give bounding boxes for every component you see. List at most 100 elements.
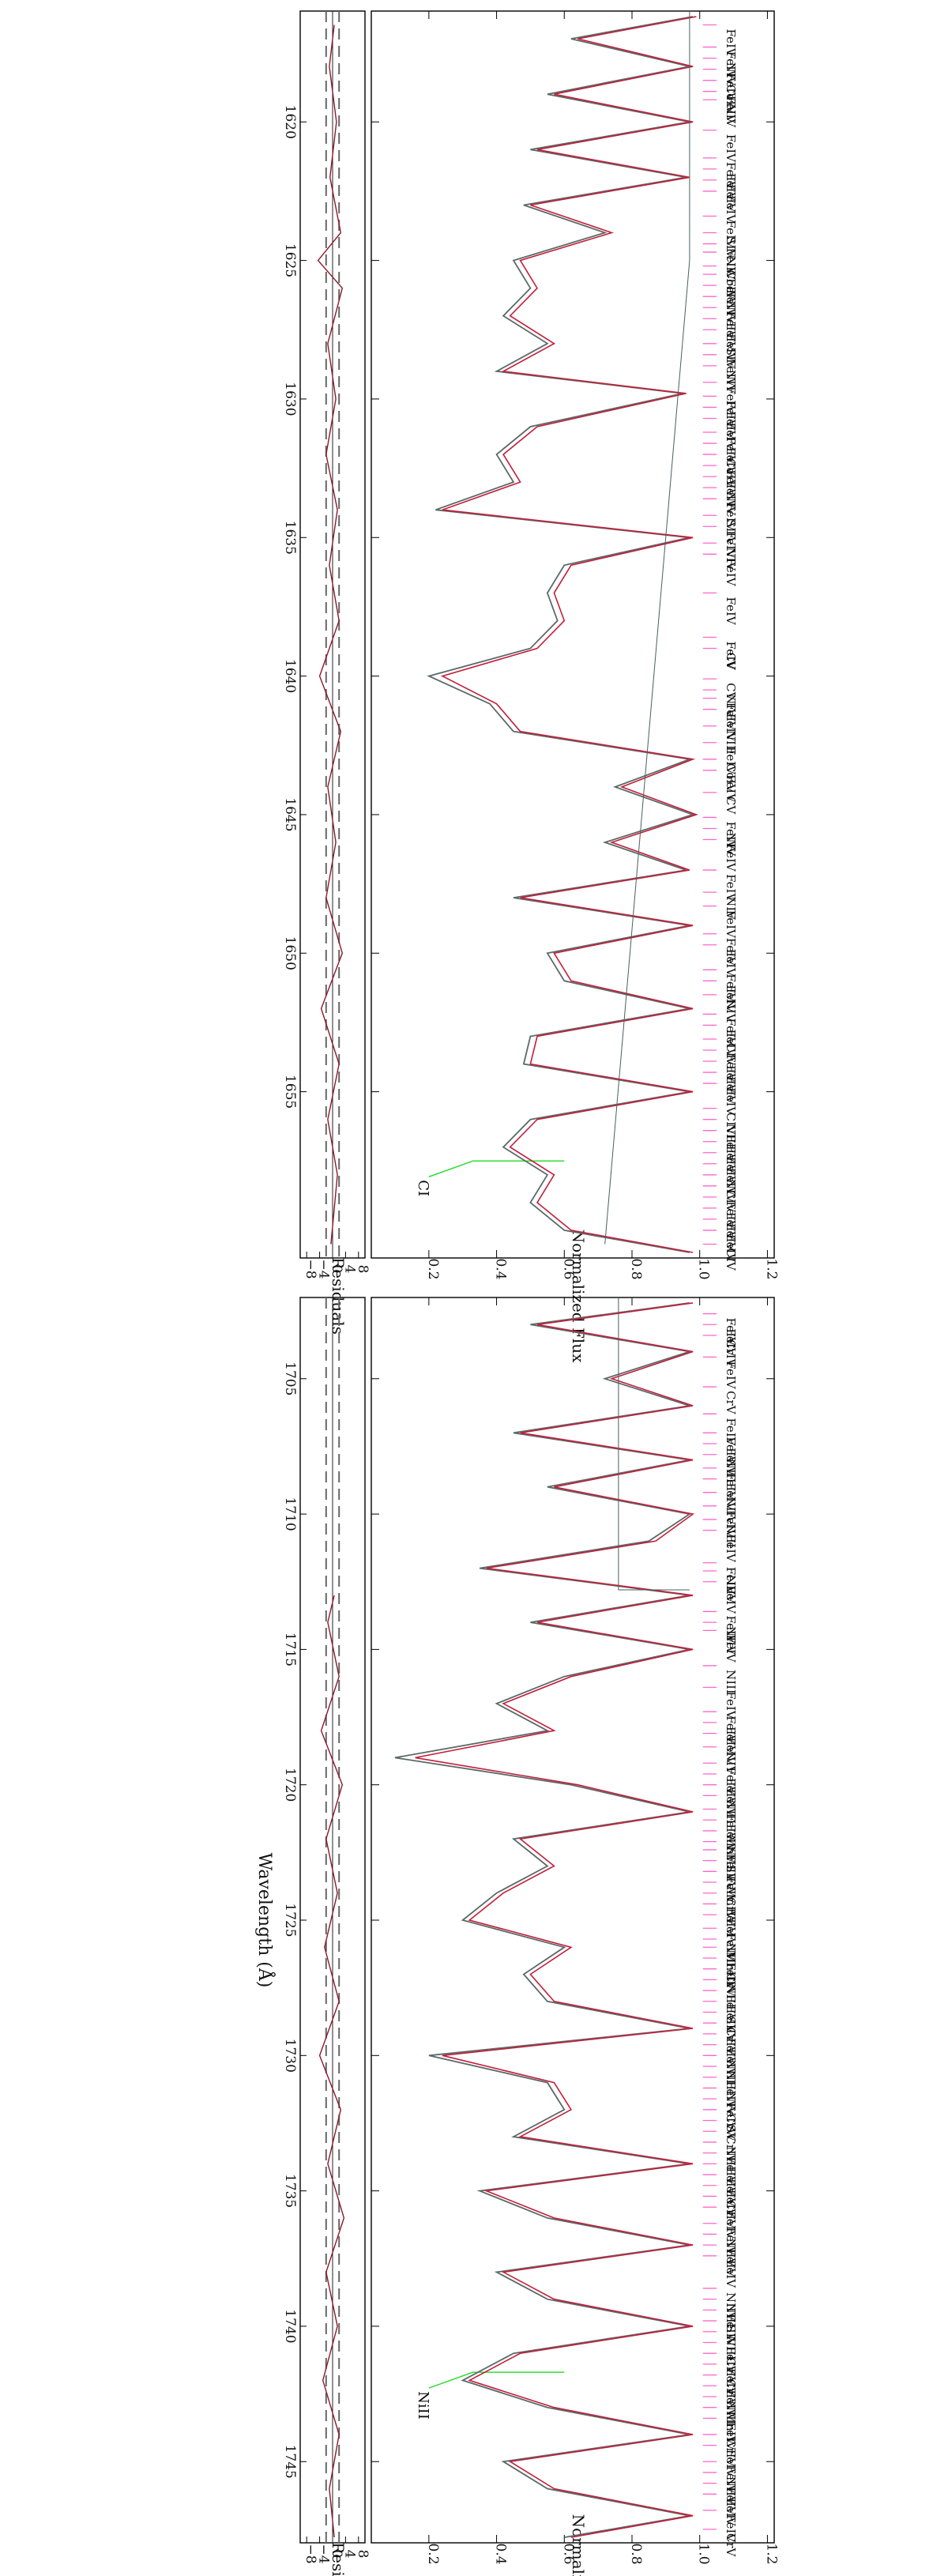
lower-line-id-label: NIIV (724, 1497, 738, 1526)
upper-flux-tick-label: 1.0 (696, 1258, 712, 1279)
lower-line-id-label: FeIV (724, 2487, 738, 2516)
lower-line-id-label: NIII (724, 2303, 738, 2328)
lower-line-id-label: FeIV (724, 1448, 738, 1476)
upper-line-id-label: FeIV (724, 1212, 738, 1241)
upper-res-tick-label: 0 (329, 1265, 344, 1274)
upper-wl-tick-label: 1645 (282, 797, 298, 831)
lower-line-id-label: NIII (724, 1846, 738, 1870)
upper-line-id-label: FeIV (724, 1018, 738, 1046)
upper-line-id-label: NIV (724, 999, 738, 1023)
lower-line-id-label: NIV (724, 1751, 738, 1776)
lower-line-id-label: NIII (724, 1459, 738, 1483)
upper-line-id-label: FeIV (724, 597, 738, 625)
lower-line-id-label: FeIV (724, 1715, 738, 1744)
lower-line-id-label: CrIV (724, 2027, 738, 2056)
lower-line-id-label: NIIV (724, 1626, 738, 1655)
upper-observed-series (427, 16, 695, 1253)
lower-line-id-label: FeIV (724, 1361, 738, 1389)
upper-wl-tick-label: 1650 (282, 936, 298, 970)
lower-line-id-label: FeIV (724, 2249, 738, 2277)
upper-flux-frame (371, 10, 775, 1259)
upper-line-id-label: FeIV (724, 774, 738, 803)
lower-res-tick-label: 0 (329, 2550, 344, 2559)
upper-line-id-label: FeIV (724, 96, 738, 124)
upper-line-id-label: FeIV (724, 985, 738, 1013)
lower-line-id-label: NIII (724, 2401, 738, 2425)
upper-wl-tick-label: 1635 (282, 521, 298, 555)
lower-line-id-label: FeIV (724, 1919, 738, 1947)
lower-xlabel: Wavelength (Å) (254, 1853, 276, 1988)
lower-line-id-label: NIII (724, 2059, 738, 2084)
upper-line-id-label: FeIV (724, 1087, 738, 1116)
upper-line-id-label: FeIV (724, 220, 738, 248)
lower-wl-tick-label: 1725 (282, 1903, 298, 1937)
upper-line-id-label: NIV (724, 256, 738, 281)
lower-res-tick-label: −4 (316, 2544, 332, 2563)
upper-line-id-label: FeIV (724, 1146, 738, 1174)
upper-wl-tick-label: 1630 (282, 382, 298, 416)
lower-flux-tick-label: 0.6 (560, 2543, 576, 2564)
upper-residual-label: Residuals (329, 1257, 348, 1335)
lower-wl-tick-label: 1740 (282, 2309, 298, 2343)
upper-wl-tick-label: 1640 (282, 659, 298, 693)
lower-res-tick-label: −8 (303, 2544, 318, 2563)
lower-line-id-label: FeIV (724, 1875, 738, 1904)
lower-line-id-label: NIIV (724, 1575, 738, 1604)
lower-line-id-label: FeIV (724, 1813, 738, 1842)
lower-line-id-label: MnIV (724, 1886, 738, 1920)
upper-ism-label: CI (415, 1180, 431, 1196)
upper-line-id-label: FeIV (724, 411, 738, 439)
lower-residual-series (318, 1595, 345, 2538)
upper-line-id-label: FeIV (724, 422, 738, 450)
upper-line-id-label: FeIV (724, 278, 738, 307)
lower-line-id-label: CrIV (724, 1339, 738, 1369)
lower-line-id-label: FeIV (724, 2103, 738, 2131)
lower-line-id-label: FeIV (724, 2450, 738, 2478)
upper-ism-marker (428, 1160, 565, 1177)
upper-line-id-label: CIV (724, 1190, 738, 1213)
upper-line-id-label: FeIV (724, 1029, 738, 1057)
lower-line-id-label: CrV (724, 1973, 738, 1998)
upper-line-id-label: FeIV (724, 400, 738, 428)
upper-residual-series (317, 24, 344, 1245)
upper-res-tick-label: 8 (355, 1265, 371, 1274)
upper-line-id-label: FeIV (724, 503, 738, 531)
lower-res-tick-label: 4 (341, 2550, 357, 2559)
upper-line-id-label: SIIV (724, 519, 738, 546)
upper-line-id-label: FeIV (724, 289, 738, 318)
lower-line-id-label: FeIV (724, 2005, 738, 2034)
upper-res-tick-label: −4 (316, 1259, 332, 1279)
upper-line-id-label: FeIV (724, 162, 738, 190)
lower-line-id-label: FeIV (724, 1634, 738, 1663)
upper-line-id-label: NIV (724, 547, 738, 571)
lower-line-id-label: CrIV (724, 2439, 738, 2468)
upper-line-id-label: FeIV (724, 1135, 738, 1163)
upper-line-id-label: FeIV (724, 714, 738, 742)
upper-ylabel: Normalized Flux (569, 1230, 588, 1363)
upper-line-id-label: NIV (724, 300, 738, 325)
lower-line-id-label: CrIV (724, 2357, 738, 2386)
upper-line-id-label: FeIV (724, 747, 738, 775)
lower-flux-tick-label: 1.0 (696, 2543, 712, 2564)
upper-line-id-label: CIV (724, 1248, 738, 1271)
lower-line-id-label: FeIV (724, 2465, 738, 2494)
lower-ism-marker (428, 2371, 565, 2389)
upper-line-id-label: FeIV (724, 1223, 738, 1252)
upper-line-id-label: FeIV (724, 173, 738, 201)
lower-line-id-label: NIII (724, 2070, 738, 2095)
lower-line-id-label: NIII (724, 2336, 738, 2360)
lower-line-id-label: CrIV (724, 1897, 738, 1926)
upper-line-id-label: CV (724, 797, 738, 815)
upper-line-id-label: FeIV (724, 195, 738, 224)
lower-line-id-label: FeIV (724, 1767, 738, 1795)
upper-line-id-label: FeIV (724, 1234, 738, 1263)
lower-line-id-label: NIII (724, 1670, 738, 1694)
lower-line-id-label: FeIV (724, 2190, 738, 2218)
lower-line-id-label: FeIV (724, 1727, 738, 1755)
upper-line-id-label: FeIV (724, 51, 738, 80)
lower-line-id-label: NIIV (724, 2292, 738, 2322)
upper-line-id-label: FeIV (724, 949, 738, 977)
upper-line-id-label: FeIV (724, 910, 738, 939)
upper-line-id-label: FeIV (724, 311, 738, 340)
upper-line-id-label: FeIV (724, 938, 738, 966)
